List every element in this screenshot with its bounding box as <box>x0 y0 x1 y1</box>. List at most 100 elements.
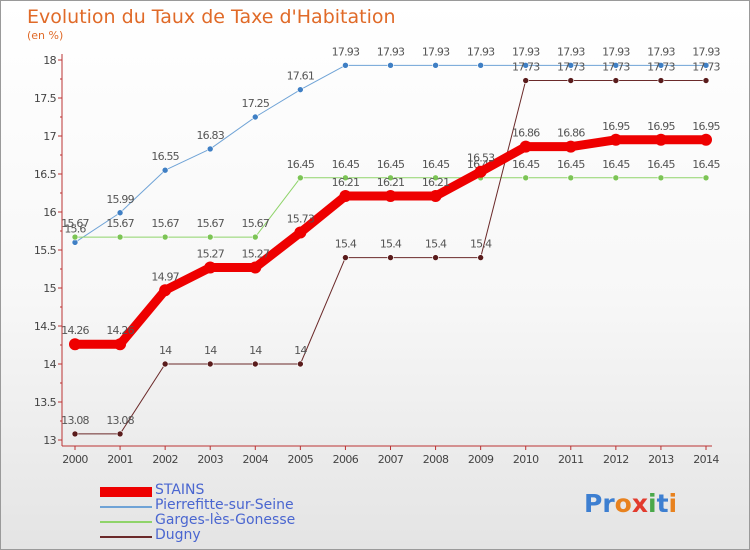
data-point-garges-l-s-gonesse <box>567 174 575 182</box>
data-label-garges-l-s-gonesse: 16.45 <box>377 158 405 171</box>
data-point-pierrefitte-sur-seine <box>432 62 439 69</box>
data-label-garges-l-s-gonesse: 16.45 <box>692 158 720 171</box>
data-label-garges-l-s-gonesse: 15.67 <box>242 217 270 230</box>
legend-label: STAINS <box>155 482 205 498</box>
logo-letter: i <box>648 489 657 518</box>
x-tick-label: 2004 <box>242 453 268 466</box>
data-label-dugny: 14 <box>159 344 172 357</box>
logo-letter: i <box>668 489 678 518</box>
data-label-garges-l-s-gonesse: 16.45 <box>512 158 540 171</box>
data-label-stains: 14.26 <box>61 324 89 337</box>
data-point-garges-l-s-gonesse <box>522 174 530 182</box>
chart-subtitle: (en %) <box>27 29 64 42</box>
data-point-dugny <box>387 254 394 261</box>
data-label-dugny: 14 <box>249 344 262 357</box>
data-point-dugny <box>567 77 575 84</box>
y-tick-label: 17.5 <box>34 92 57 105</box>
data-point-dugny <box>251 360 259 368</box>
logo-letter: r <box>602 489 615 518</box>
data-label-pierrefitte-sur-seine: 17.93 <box>692 45 720 58</box>
data-label-dugny: 14 <box>294 344 307 357</box>
data-label-stains: 15.27 <box>196 247 224 260</box>
data-label-dugny: 15.4 <box>425 238 447 251</box>
x-tick-label: 2009 <box>468 453 494 466</box>
legend-label: Pierrefitte-sur-Seine <box>155 497 294 513</box>
data-point-pierrefitte-sur-seine <box>297 86 304 93</box>
data-point-dugny <box>297 360 304 368</box>
x-tick-label: 2001 <box>107 453 133 466</box>
legend-label: Dugny <box>155 527 201 543</box>
y-tick-label: 14 <box>43 358 56 371</box>
data-label-dugny: 14 <box>204 344 217 357</box>
data-label-pierrefitte-sur-seine: 17.93 <box>332 45 360 58</box>
data-label-stains: 16.86 <box>557 127 585 140</box>
logo-letter: t <box>656 489 669 518</box>
data-label-stains: 14.97 <box>151 270 179 283</box>
legend-swatch <box>100 506 152 508</box>
data-point-stains <box>474 165 487 178</box>
data-point-garges-l-s-gonesse <box>206 233 214 241</box>
data-label-stains: 14.26 <box>106 324 134 337</box>
data-label-pierrefitte-sur-seine: 17.25 <box>242 97 270 110</box>
data-label-stains: 16.95 <box>692 120 720 133</box>
data-label-stains: 15.27 <box>242 247 270 260</box>
data-label-pierrefitte-sur-seine: 15.6 <box>64 222 86 235</box>
data-point-stains <box>519 140 532 153</box>
chart-title: Evolution du Taux de Taxe d'Habitation <box>27 6 396 28</box>
data-point-stains <box>384 190 397 203</box>
logo-letter: x <box>631 489 648 518</box>
data-point-garges-l-s-gonesse <box>612 174 620 182</box>
data-label-dugny: 13.08 <box>106 414 134 427</box>
data-point-dugny <box>71 430 79 438</box>
data-label-dugny: 13.08 <box>61 414 89 427</box>
data-point-garges-l-s-gonesse <box>251 233 259 241</box>
data-point-pierrefitte-sur-seine <box>387 62 394 69</box>
y-tick-label: 18 <box>43 54 56 67</box>
legend-label: Garges-lès-Gonesse <box>155 512 296 528</box>
y-tick-label: 13.5 <box>34 396 57 409</box>
data-label-pierrefitte-sur-seine: 17.93 <box>512 45 540 58</box>
legend-swatch <box>100 521 152 523</box>
data-label-stains: 16.21 <box>377 176 405 189</box>
data-point-dugny <box>657 77 665 84</box>
data-label-pierrefitte-sur-seine: 17.93 <box>647 45 675 58</box>
data-label-dugny: 17.73 <box>692 61 720 74</box>
data-label-garges-l-s-gonesse: 15.67 <box>196 217 224 230</box>
data-point-garges-l-s-gonesse <box>702 174 710 182</box>
data-point-pierrefitte-sur-seine <box>251 113 259 121</box>
data-label-pierrefitte-sur-seine: 17.93 <box>557 45 585 58</box>
logo-letter: o <box>614 489 632 518</box>
proxiti-logo: Proxiti <box>584 489 677 518</box>
data-label-garges-l-s-gonesse: 16.45 <box>422 158 450 171</box>
data-label-stains: 16.21 <box>332 176 360 189</box>
legend-swatch <box>100 536 152 538</box>
data-label-garges-l-s-gonesse: 16.45 <box>332 158 360 171</box>
data-point-stains <box>654 133 667 146</box>
y-tick-label: 16 <box>43 206 56 219</box>
data-point-stains <box>249 261 262 274</box>
data-point-stains <box>159 284 172 297</box>
data-point-stains <box>609 133 622 146</box>
x-tick-label: 2002 <box>152 453 178 466</box>
x-tick-label: 2011 <box>558 453 584 466</box>
data-label-garges-l-s-gonesse: 16.45 <box>647 158 675 171</box>
data-point-garges-l-s-gonesse <box>342 174 349 182</box>
data-point-garges-l-s-gonesse <box>161 233 169 241</box>
data-point-pierrefitte-sur-seine <box>477 62 484 69</box>
data-point-pierrefitte-sur-seine <box>161 166 169 174</box>
data-point-pierrefitte-sur-seine <box>206 145 214 153</box>
y-tick-label: 16.5 <box>34 168 57 181</box>
data-label-stains: 16.95 <box>602 120 630 133</box>
data-label-dugny: 17.73 <box>602 61 630 74</box>
data-label-dugny: 15.4 <box>380 238 402 251</box>
data-point-pierrefitte-sur-seine <box>567 62 575 69</box>
x-tick-label: 2000 <box>62 453 88 466</box>
x-tick-label: 2012 <box>603 453 629 466</box>
data-point-dugny <box>702 77 710 84</box>
data-point-dugny <box>522 77 530 84</box>
data-label-stains: 15.73 <box>287 213 315 226</box>
y-tick-label: 15.5 <box>34 244 57 257</box>
data-label-dugny: 15.4 <box>470 238 492 251</box>
data-point-stains <box>339 190 352 203</box>
